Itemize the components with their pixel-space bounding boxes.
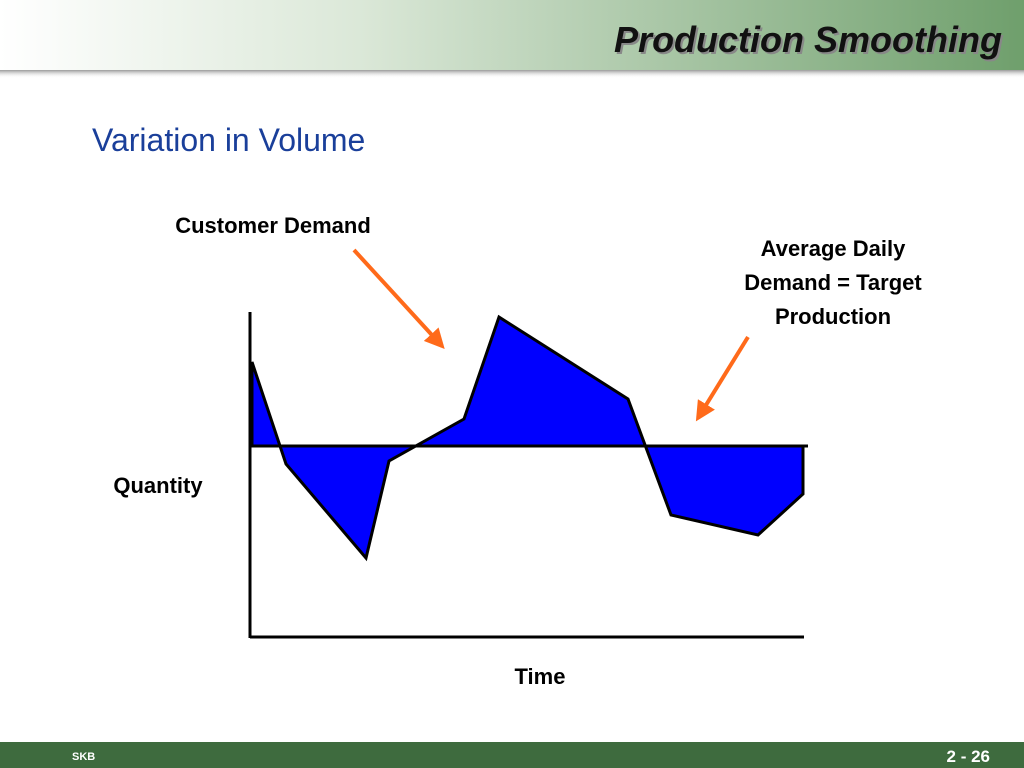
header-title: Production Smoothing: [614, 19, 1002, 60]
x-axis-label: Time: [515, 664, 566, 689]
target-label: Average Daily: [761, 236, 906, 261]
target-arrow: [695, 335, 750, 422]
demand-arrow: [352, 248, 445, 349]
footer-left: SKB: [72, 751, 95, 763]
header-title-shadow: Production Smoothing: [616, 21, 1004, 62]
page-number: 2 - 26: [947, 747, 990, 766]
y-axis-label: Quantity: [113, 473, 203, 498]
header-shadow: [0, 70, 1024, 78]
footer-bar: [0, 742, 1024, 768]
header-bar: [0, 0, 1024, 70]
target-label: Demand = Target: [744, 270, 922, 295]
demand-area: [250, 314, 805, 562]
target-label: Production: [775, 304, 891, 329]
subtitle: Variation in Volume: [92, 122, 365, 158]
demand-label: Customer Demand: [175, 213, 371, 238]
